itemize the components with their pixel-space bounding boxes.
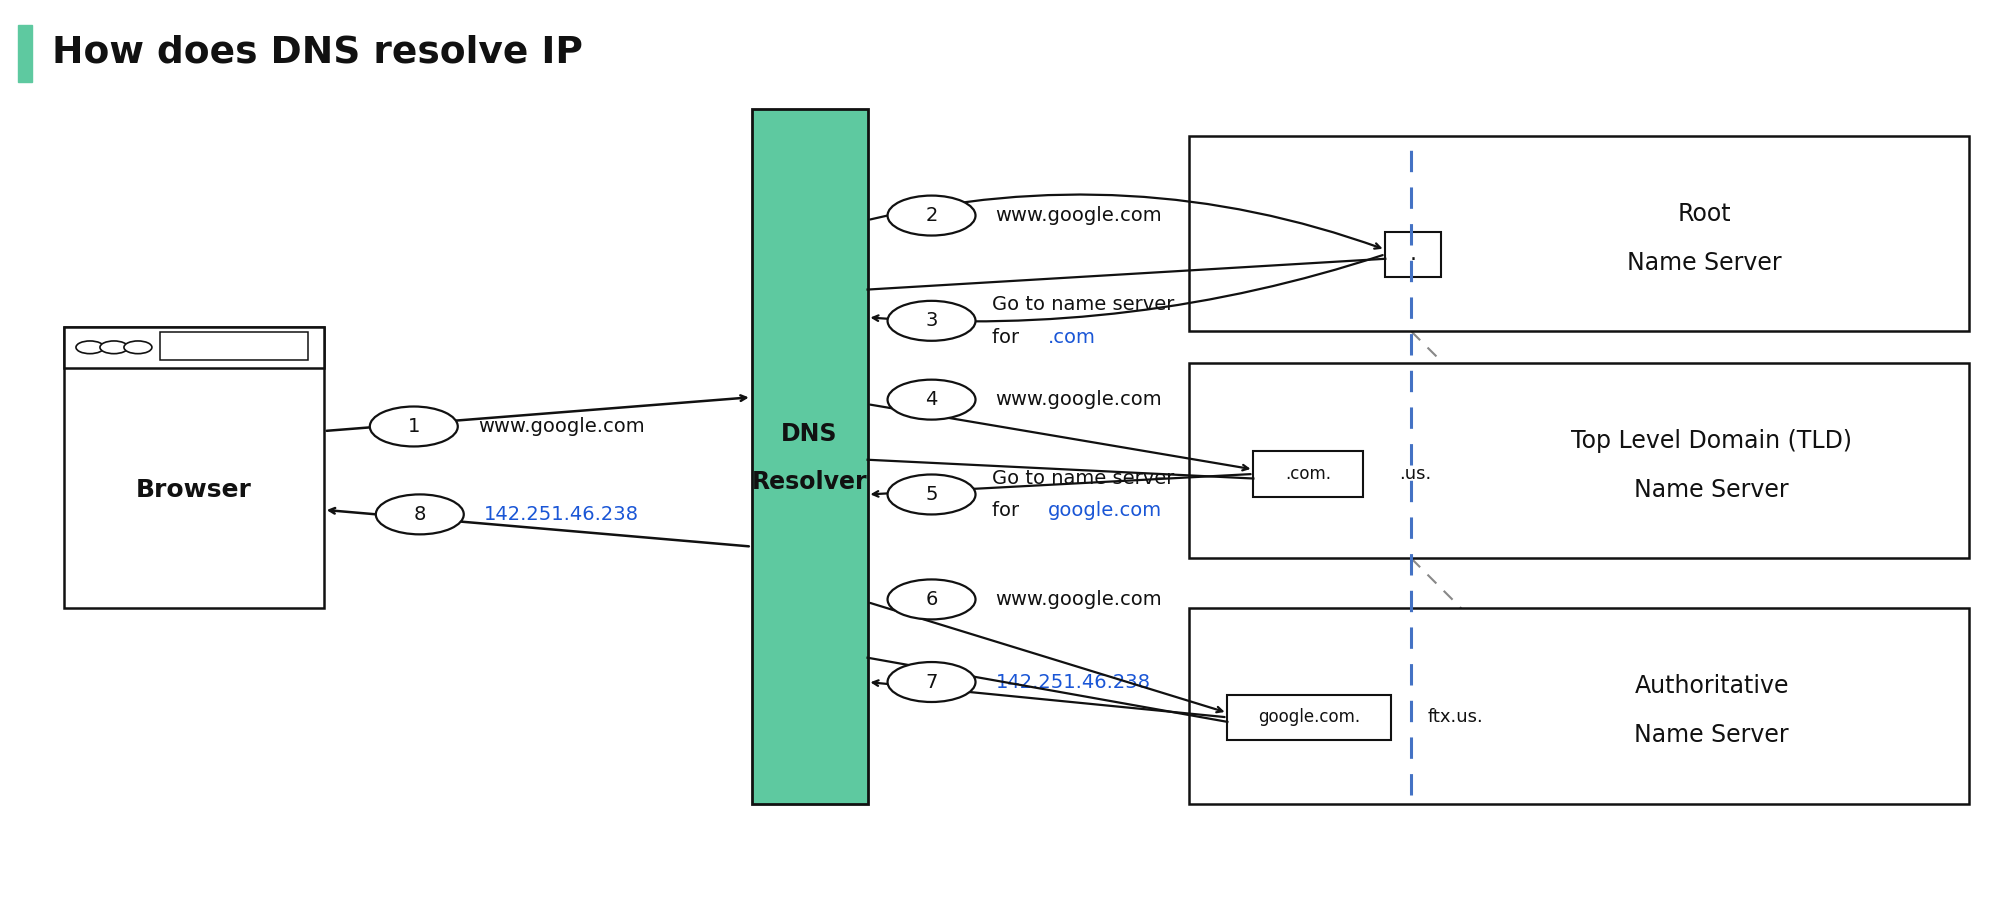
Text: google.com.: google.com. [1257,708,1361,726]
Text: www.google.com: www.google.com [995,390,1161,410]
Text: Authoritative: Authoritative [1634,675,1788,698]
Bar [1385,232,1441,277]
Text: Go to name server: Go to name server [991,469,1173,488]
Bar [1253,451,1363,497]
Text: Name Server: Name Server [1634,724,1788,747]
Text: Root: Root [1676,202,1730,226]
Bar [1189,136,1968,331]
Circle shape [100,340,128,353]
Text: www.google.com: www.google.com [478,417,643,436]
Text: 2: 2 [925,206,937,225]
Text: 4: 4 [925,390,937,410]
Text: 7: 7 [925,673,937,692]
Text: 3: 3 [925,311,937,331]
Circle shape [124,340,152,353]
Circle shape [376,494,464,534]
Text: ftx.us.: ftx.us. [1427,708,1483,726]
Text: Resolver: Resolver [751,469,867,494]
Bar [1189,608,1968,804]
Text: .: . [1409,244,1417,264]
Circle shape [76,340,104,353]
Text: for: for [991,501,1025,520]
Text: google.com: google.com [1047,501,1161,520]
Text: for: for [991,328,1025,347]
Bar [751,109,867,804]
Text: www.google.com: www.google.com [995,590,1161,609]
Bar [1189,363,1968,558]
Bar [64,327,324,608]
Circle shape [887,301,975,340]
Text: Top Level Domain (TLD): Top Level Domain (TLD) [1570,429,1852,453]
Bar [18,25,32,82]
Text: 142.251.46.238: 142.251.46.238 [995,673,1151,692]
Text: Browser: Browser [136,479,252,502]
Circle shape [887,475,975,515]
Circle shape [887,579,975,619]
Text: 1: 1 [408,417,420,436]
Text: .com.: .com. [1285,465,1331,483]
Circle shape [370,407,458,447]
Circle shape [887,380,975,419]
Text: DNS: DNS [781,421,837,446]
Text: Name Server: Name Server [1634,479,1788,502]
Circle shape [887,662,975,702]
Text: .com: .com [1047,328,1095,347]
Circle shape [887,195,975,235]
Text: 142.251.46.238: 142.251.46.238 [484,505,639,524]
Text: How does DNS resolve IP: How does DNS resolve IP [52,35,583,71]
Text: Name Server: Name Server [1626,252,1780,275]
Text: 8: 8 [414,505,426,524]
Bar [160,332,308,360]
Text: 6: 6 [925,590,937,609]
Text: 5: 5 [925,485,937,504]
Text: Go to name server: Go to name server [991,295,1173,314]
Text: www.google.com: www.google.com [995,206,1161,225]
Bar [64,327,324,368]
Text: .us.: .us. [1399,465,1431,483]
Bar [1227,695,1391,740]
